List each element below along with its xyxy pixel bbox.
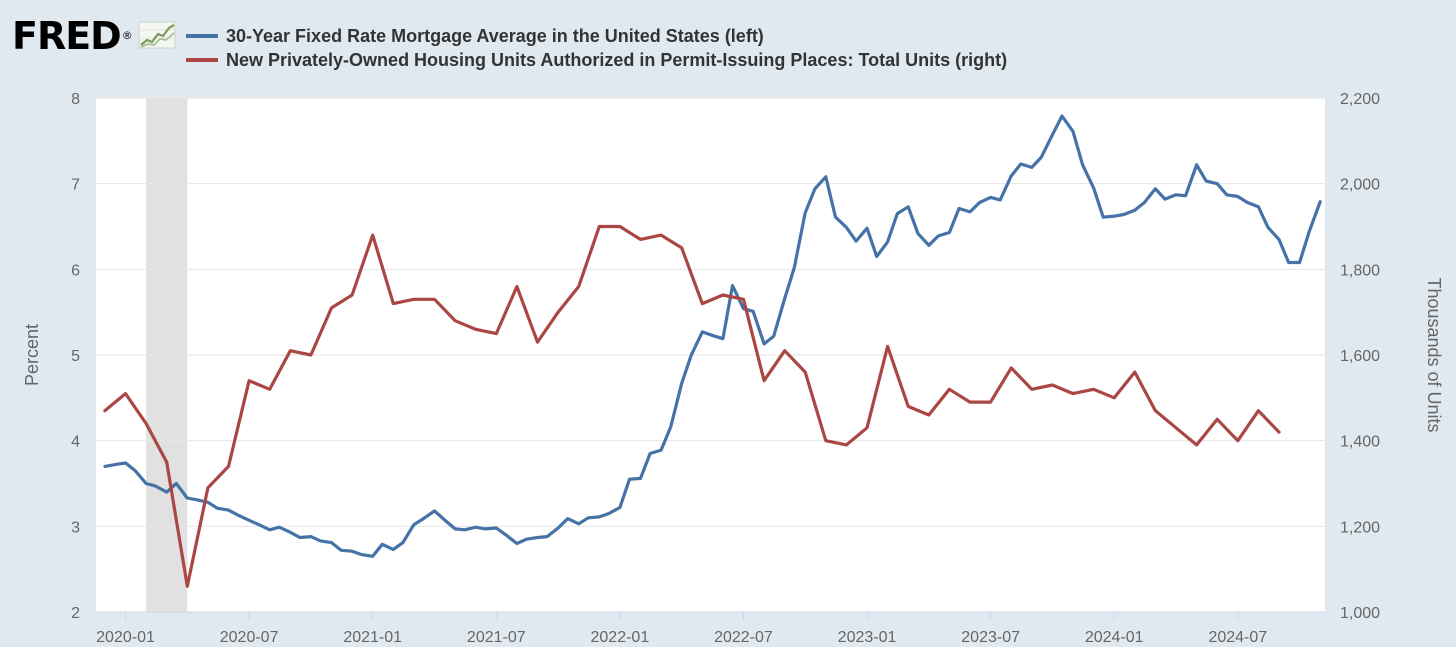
x-tick-label: 2022-01 bbox=[591, 629, 650, 646]
y2-axis-title: Thousands of Units bbox=[1424, 277, 1444, 432]
y2-tick-label: 1,800 bbox=[1340, 262, 1380, 279]
x-tick-label: 2023-01 bbox=[838, 629, 897, 646]
series-lines bbox=[103, 114, 1322, 588]
y-tick-label: 5 bbox=[71, 348, 80, 365]
y2-tick-label: 1,000 bbox=[1340, 605, 1380, 622]
x-tick-label: 2020-01 bbox=[96, 629, 155, 646]
mortgage-rate-line bbox=[103, 114, 1322, 558]
y2-tick-label: 1,400 bbox=[1340, 434, 1380, 451]
housing-permits-line bbox=[103, 224, 1281, 588]
x-tick-label: 2023-07 bbox=[961, 629, 1020, 646]
y-tick-label: 8 bbox=[71, 91, 80, 108]
legend-swatch-permits bbox=[186, 58, 218, 62]
y2-tick-label: 1,600 bbox=[1340, 348, 1380, 365]
fred-logo[interactable]: FRED® bbox=[12, 14, 133, 58]
legend-swatch-mortgage bbox=[186, 34, 218, 38]
x-tick-label: 2022-07 bbox=[714, 629, 773, 646]
axes: 2 3 4 5 6 7 8 1,000 1,200 1,400 1,600 1,800 2,000 2,2… bbox=[71, 91, 1380, 646]
chart-header: FRED® 30-Year Fixed Rate Mortgage Averag… bbox=[0, 0, 1456, 80]
y2-tick-label: 2,000 bbox=[1340, 177, 1380, 194]
y-tick-label: 6 bbox=[71, 262, 80, 279]
y-tick-label: 7 bbox=[71, 177, 80, 194]
registered-mark: ® bbox=[121, 29, 133, 42]
x-tick-label: 2020-07 bbox=[220, 629, 279, 646]
x-tick-label: 2024-07 bbox=[1208, 629, 1267, 646]
x-tick-label: 2024-01 bbox=[1085, 629, 1144, 646]
y-axis-title: Percent bbox=[22, 324, 42, 386]
x-tick-label: 2021-01 bbox=[343, 629, 402, 646]
legend-label-permits: New Privately-Owned Housing Units Author… bbox=[226, 49, 1008, 70]
y2-tick-label: 1,200 bbox=[1340, 519, 1380, 536]
y-tick-label: 3 bbox=[71, 519, 80, 536]
fred-logo-text: FRED bbox=[12, 14, 122, 58]
legend-label-mortgage: 30-Year Fixed Rate Mortgage Average in t… bbox=[226, 25, 764, 46]
legend-item-mortgage[interactable]: 30-Year Fixed Rate Mortgage Average in t… bbox=[186, 24, 764, 48]
y-tick-label: 4 bbox=[71, 434, 80, 451]
y-tick-label: 2 bbox=[71, 605, 80, 622]
fred-chart-icon bbox=[138, 21, 176, 49]
legend-item-permits[interactable]: New Privately-Owned Housing Units Author… bbox=[186, 48, 1007, 72]
y2-tick-label: 2,200 bbox=[1340, 91, 1380, 108]
x-tick-label: 2021-07 bbox=[467, 629, 526, 646]
